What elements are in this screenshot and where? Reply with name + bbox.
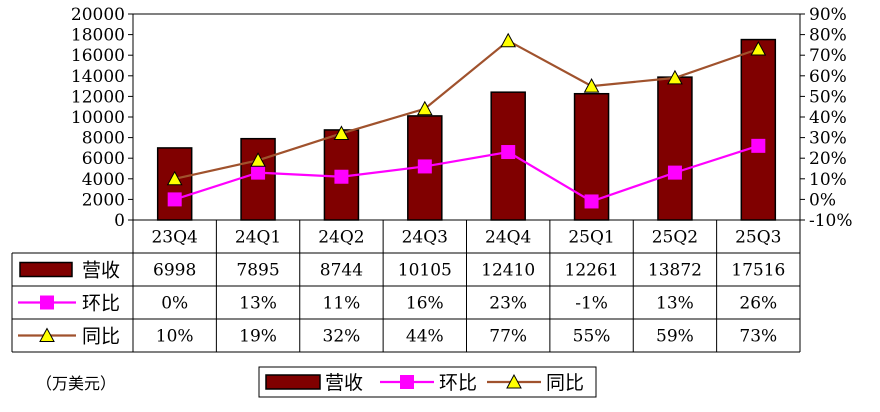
left-tick-label: 8000	[82, 129, 125, 149]
qoq-point	[668, 166, 681, 179]
category-label: 25Q2	[652, 228, 698, 248]
revenue-value: 6998	[153, 261, 196, 281]
left-tick-label: 6000	[82, 149, 125, 169]
right-tick-label: 60%	[809, 67, 847, 87]
right-tick-label: 40%	[809, 108, 847, 128]
yoy-value: 77%	[489, 327, 527, 347]
revenue-value: 12261	[565, 261, 619, 281]
legend: 营收 环比 同比	[259, 367, 596, 397]
left-tick-label: 16000	[71, 46, 125, 66]
yoy-value: 55%	[573, 327, 611, 347]
legend-revenue-key	[266, 375, 320, 389]
qoq-value: 26%	[739, 294, 777, 314]
legend-qoq-label: 环比	[439, 372, 477, 394]
category-label: 24Q4	[485, 228, 531, 248]
yoy-value: 19%	[239, 327, 277, 347]
revenue-bar	[658, 77, 692, 220]
qoq-value: 23%	[489, 294, 527, 314]
category-label: 25Q3	[735, 228, 781, 248]
qoq-value: 13%	[656, 294, 694, 314]
qoq-point	[585, 195, 598, 208]
plot-frame	[133, 14, 800, 220]
left-tick-label: 18000	[71, 26, 125, 46]
revenue-bar	[741, 40, 775, 220]
right-tick-label: 50%	[809, 87, 847, 107]
revenue-value: 13872	[648, 261, 702, 281]
yoy-value: 59%	[656, 327, 694, 347]
qoq-row-key-marker	[41, 296, 54, 309]
left-tick-label: 2000	[82, 190, 125, 210]
qoq-point	[418, 160, 431, 173]
right-tick-label: 80%	[809, 26, 847, 46]
category-label: 24Q1	[235, 228, 281, 248]
data-table: 23Q4 24Q1 24Q2 24Q3 24Q4 25Q1 25Q2 25Q3 营收 6998 78…	[12, 220, 800, 352]
unit-label: （万美元）	[36, 370, 116, 394]
qoq-point	[502, 146, 515, 159]
qoq-value: 11%	[323, 294, 361, 314]
qoq-value: 0%	[161, 294, 188, 314]
right-tick-label: 10%	[809, 170, 847, 190]
revenue-row-key	[20, 263, 72, 277]
left-tick-label: 10000	[71, 108, 125, 128]
left-tick-label: 4000	[82, 170, 125, 190]
yoy-value: 32%	[323, 327, 361, 347]
qoq-row-name: 环比	[82, 293, 120, 315]
qoq-point	[168, 193, 181, 206]
category-label: 25Q1	[568, 228, 614, 248]
category-label: 24Q3	[402, 228, 448, 248]
revenue-value: 7895	[236, 261, 279, 281]
right-tick-label: 0%	[809, 190, 836, 210]
qoq-value: 13%	[239, 294, 277, 314]
qoq-point	[752, 139, 765, 152]
revenue-value: 17516	[731, 261, 785, 281]
revenue-bars	[158, 40, 776, 220]
legend-yoy-label: 同比	[546, 372, 584, 394]
yoy-value: 44%	[406, 327, 444, 347]
legend-revenue-label: 营收	[325, 372, 363, 394]
left-tick-label: 20000	[71, 5, 125, 25]
qoq-point	[252, 166, 265, 179]
yoy-row-name: 同比	[82, 326, 120, 348]
yoy-point	[501, 34, 515, 47]
right-tick-label: 30%	[809, 129, 847, 149]
right-tick-label: 70%	[809, 46, 847, 66]
right-tick-label: 20%	[809, 149, 847, 169]
right-tick-label: -10%	[809, 211, 853, 231]
revenue-value: 8744	[320, 261, 363, 281]
revenue-row-name: 营收	[82, 260, 120, 282]
qoq-value: 16%	[406, 294, 444, 314]
legend-qoq-marker	[401, 376, 414, 389]
left-tick-label: 12000	[71, 87, 125, 107]
revenue-value: 12410	[481, 261, 535, 281]
qoq-value: -1%	[575, 294, 608, 314]
right-tick-label: 90%	[809, 5, 847, 25]
revenue-value: 10105	[398, 261, 452, 281]
qoq-point	[335, 170, 348, 183]
category-label: 23Q4	[151, 228, 197, 248]
yoy-value: 73%	[739, 327, 777, 347]
yoy-value: 10%	[156, 327, 194, 347]
left-tick-label: 14000	[71, 67, 125, 87]
left-tick-label: 0	[114, 211, 125, 231]
category-label: 24Q2	[318, 228, 364, 248]
